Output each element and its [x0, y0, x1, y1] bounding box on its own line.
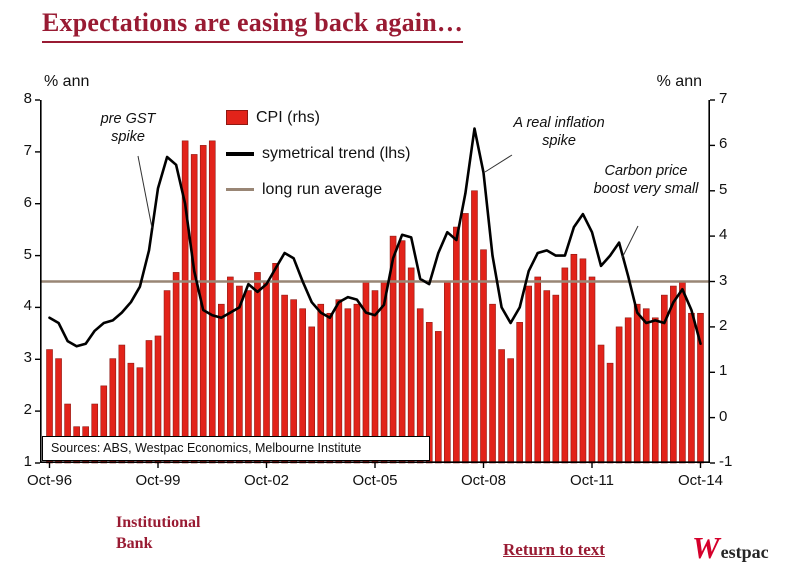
legend-item-average: long run average — [226, 178, 410, 201]
right-axis-tick-label: -1 — [719, 453, 733, 470]
left-axis-tick-label: 1 — [23, 453, 32, 470]
right-axis-tick-label: 6 — [719, 135, 728, 153]
legend-item-cpi: CPI (rhs) — [226, 106, 410, 129]
bank-line: Bank — [116, 534, 153, 552]
x-axis-tick-label: Oct-99 — [135, 472, 181, 489]
right-axis-tick-label: 3 — [719, 271, 728, 289]
x-axis-tick-label: Oct-02 — [243, 472, 289, 489]
institutional-bank-wordmark: Institutional Bank — [116, 513, 200, 555]
right-axis-tick-label: 0 — [719, 407, 728, 425]
westpac-wordmark: estpac — [720, 542, 769, 562]
plot-canvas — [35, 99, 715, 468]
right-axis-tick-label: 2 — [719, 316, 728, 334]
left-axis-tick-label: 6 — [23, 193, 32, 211]
annotation-carbon-price: Carbon price boost very small — [593, 163, 699, 198]
left-axis-tick-label: 5 — [23, 245, 32, 263]
right-axis-tick-label: 5 — [719, 180, 728, 198]
average-line-swatch-icon — [226, 188, 254, 191]
institutional-line: Institutional — [116, 514, 201, 531]
right-axis-tick-label: 4 — [719, 226, 728, 244]
page-title: Expectations are easing back again… — [42, 8, 464, 43]
left-axis-tick-label: 8 — [23, 90, 32, 107]
left-axis-tick-label: 2 — [23, 401, 32, 419]
left-axis-tick-label: 4 — [23, 297, 32, 315]
annotation-pre-gst-spike: pre GST spike — [100, 111, 156, 146]
left-axis-tick-label: 7 — [23, 141, 32, 159]
legend-item-trend: symetrical trend (lhs) — [226, 142, 410, 165]
source-note: Sources: ABS, Westpac Economics, Melbour… — [42, 436, 430, 461]
x-axis-tick-label: Oct-14 — [677, 472, 723, 489]
return-to-text-link[interactable]: Return to text — [503, 540, 605, 559]
right-axis-tick-label: 1 — [719, 362, 728, 380]
x-axis-tick-label: Oct-11 — [570, 472, 614, 489]
right-axis-unit-label: % ann — [656, 73, 702, 90]
x-axis-tick-label: Oct-08 — [460, 472, 506, 489]
trend-line-swatch-icon — [226, 151, 254, 156]
annotation-real-inflation-spike: A real inflation spike — [513, 115, 605, 150]
x-axis-tick-label: Oct-96 — [27, 472, 73, 489]
left-axis-tick-label: 3 — [23, 349, 32, 367]
westpac-logo: W estpac — [692, 532, 769, 563]
cpi-bar-swatch-icon — [226, 110, 248, 125]
right-axis-tick-label: 7 — [719, 90, 728, 107]
legend-label-trend: symetrical trend (lhs) — [262, 144, 411, 162]
legend-label-cpi: CPI (rhs) — [256, 108, 320, 126]
legend-label-average: long run average — [262, 180, 383, 198]
westpac-w-icon: W — [692, 530, 720, 565]
chart-legend: CPI (rhs) symetrical trend (lhs) long ru… — [226, 106, 410, 214]
left-axis-unit-label: % ann — [44, 73, 90, 90]
x-axis-tick-label: Oct-05 — [352, 472, 398, 489]
chart: % ann % ann CPI (rhs) symetrical trend (… — [24, 73, 733, 489]
